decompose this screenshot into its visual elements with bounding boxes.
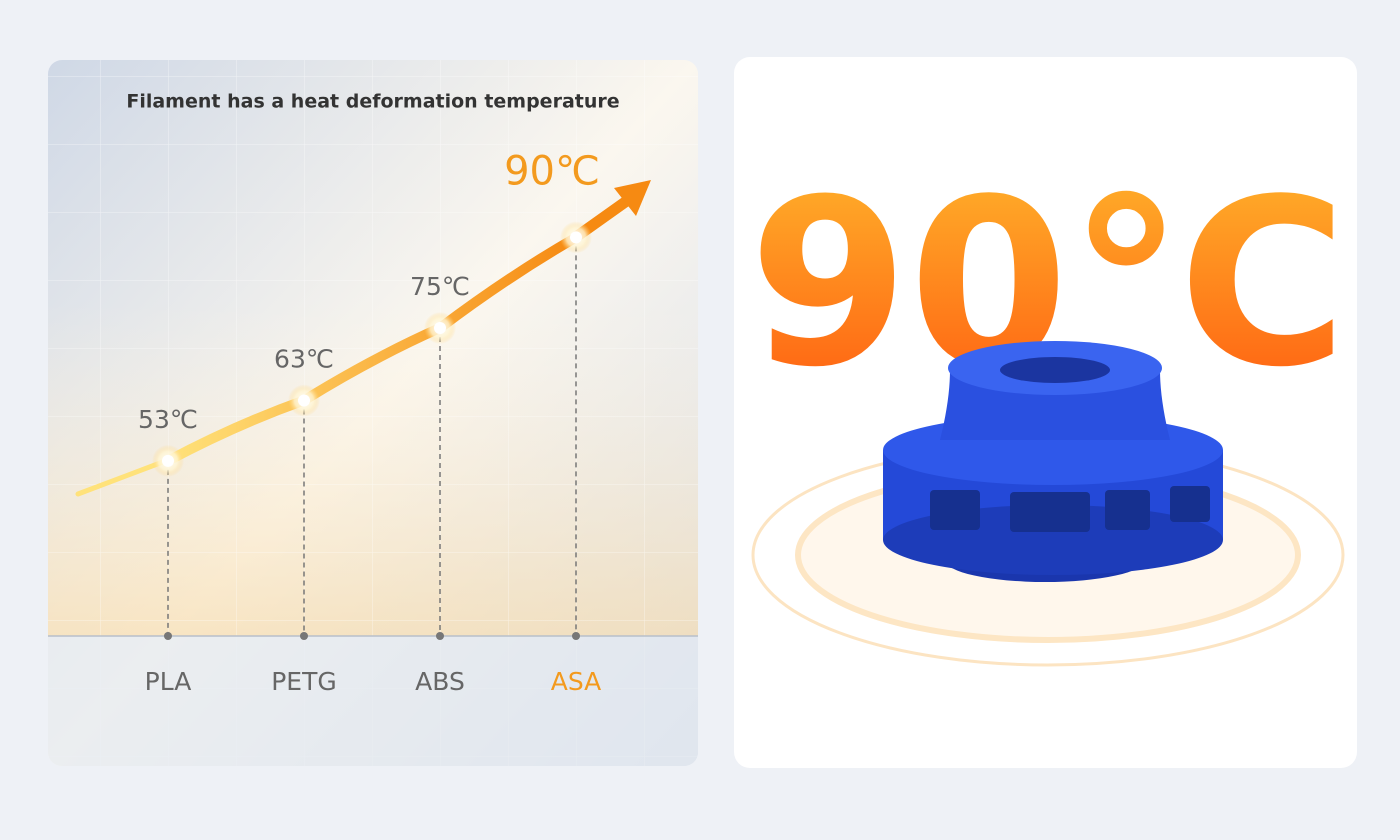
x-tick-label: PLA [145,667,192,696]
impeller [751,341,1345,667]
value-label: 90℃ [504,148,600,194]
point [298,394,310,407]
point [162,454,174,467]
axis-dot [164,632,172,640]
chart-title: Filament has a heat deformation temperat… [126,91,619,113]
point [434,321,446,334]
value-label: 53℃ [138,405,198,434]
axis-dot [572,632,580,640]
point [570,231,582,244]
axis-dot [436,632,444,640]
x-tick-label: ASA [551,667,602,696]
value-label: 75℃ [410,272,470,301]
arrow-head [614,180,651,216]
x-tick-label: ABS [415,667,465,696]
axis-band [48,636,698,766]
axis-dot [300,632,308,640]
line [163,232,581,466]
marks: 53℃ PLA 63℃ PETG 75℃ ABS 90℃ ASA [138,148,601,696]
x-tick-label: PETG [271,667,337,696]
left-card [48,60,698,766]
value-label: 63℃ [274,344,334,373]
